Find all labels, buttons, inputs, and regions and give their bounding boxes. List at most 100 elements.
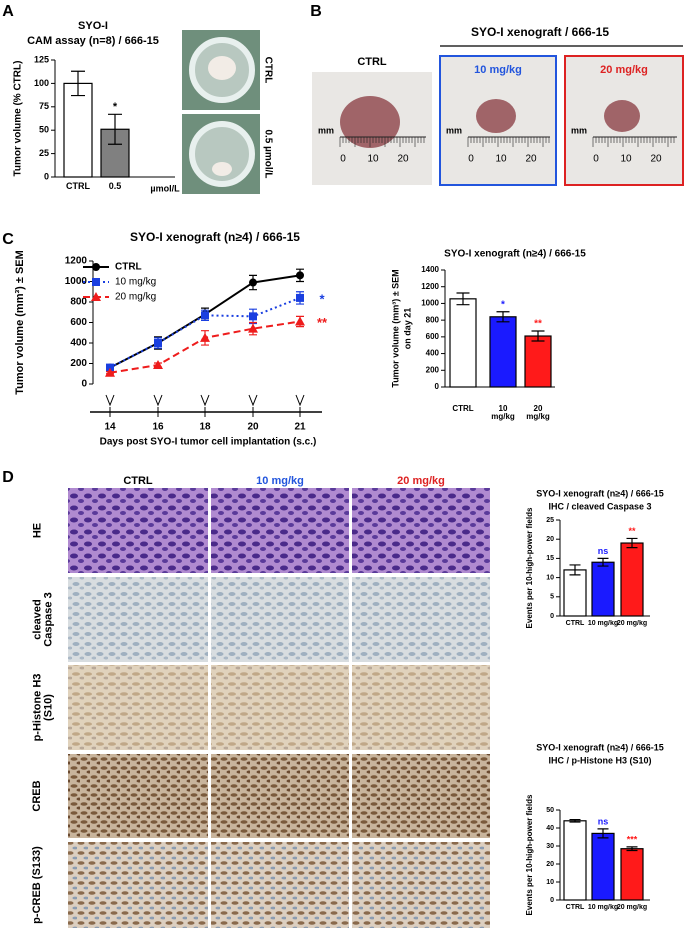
cam-tumor (212, 162, 232, 176)
panel-label: A (2, 3, 14, 20)
y-tick-label: 0 (550, 897, 554, 904)
micrograph (211, 842, 349, 928)
ihc-column-label: 20 mg/kg (397, 475, 445, 487)
error-bar (456, 292, 470, 306)
ruler-label: 10 (367, 154, 379, 165)
y-tick-label: 30 (546, 843, 554, 850)
y-tick-label: 25 (39, 148, 49, 158)
series-line (109, 296, 301, 369)
x-axis-label: Days post SYO-I tumor cell implantation … (100, 437, 317, 448)
y-tick-label: 15 (546, 555, 554, 562)
ruler-label: mm (318, 125, 334, 135)
micrograph (68, 842, 208, 928)
chart-title: SYO-I xenograft (n≥4) / 666-15 (130, 230, 300, 244)
error-bar (531, 330, 545, 342)
error-bar (569, 564, 581, 576)
y-tick-label: 25 (546, 517, 554, 524)
y-tick-label: 600 (426, 332, 440, 341)
x-tick-label-box: CTRL (452, 405, 474, 413)
bar (620, 542, 644, 617)
y-axis-label: on day 21 (402, 308, 412, 350)
micrograph (211, 665, 349, 750)
x-tick-label: 0.5 (108, 182, 122, 191)
x-unit-label: µmol/L (150, 183, 180, 193)
micrograph (352, 665, 490, 750)
error-bar (496, 311, 510, 323)
x-tick-label: CTRL (565, 620, 585, 627)
chart-title: SYO-I xenograft (n≥4) / 666-15 (536, 742, 663, 752)
x-tick-label: 20 mg/kg (616, 904, 648, 911)
y-tick-label: 400 (426, 349, 440, 358)
bar (524, 335, 552, 388)
micrograph (68, 754, 208, 838)
y-tick-label: 600 (70, 317, 87, 328)
ihc-row-label-box: p-Histone H3 (S10) (32, 673, 55, 742)
bar (591, 832, 615, 901)
ihc-row-label: p-Histone H3 (S10) (32, 673, 55, 742)
y-tick-label: 1200 (65, 256, 88, 267)
x-tick-label-box: CTRL (565, 904, 585, 911)
injection-arrow (295, 394, 305, 407)
x-tick-label: CTRL (66, 182, 90, 191)
injection-arrow (248, 394, 258, 407)
y-tick-label: 125 (34, 54, 49, 64)
significance-label: * (319, 291, 325, 306)
micrograph (68, 488, 208, 573)
y-tick-label: 20 (546, 536, 554, 543)
tumor (476, 99, 516, 133)
x-tick-label: CTRL (452, 405, 474, 413)
x-tick-label: 10 mg/kg (491, 405, 515, 422)
marker (249, 278, 257, 287)
x-tick-label-box: 20 mg/kg (616, 904, 648, 911)
marker (248, 323, 258, 333)
series-line (109, 320, 301, 374)
y-axis-label: Tumor volume (mm³) ± SEM (390, 269, 400, 387)
x-tick-label: CTRL (565, 904, 585, 911)
ihc-row-label: CREB (32, 780, 43, 812)
x-tick-label: 20 mg/kg (526, 405, 550, 422)
marker (249, 312, 257, 321)
x-tick-label-box: CTRL (565, 620, 585, 627)
y-tick-label: 200 (70, 358, 87, 369)
y-tick-label: 0 (81, 379, 87, 390)
injection-arrow (200, 394, 210, 407)
bar (591, 561, 615, 617)
chart-title: SYO-I xenograft (n≥4) / 666-15 (444, 249, 586, 260)
y-tick-label: 10 (546, 879, 554, 886)
chart-title: IHC / cleaved Caspase 3 (548, 501, 651, 511)
ihc-row-label: p-CREB (S133) (32, 846, 43, 924)
y-tick-label: 1000 (65, 276, 88, 287)
ruler-label: 0 (468, 154, 474, 165)
x-tick-label-box: CTRL (66, 182, 90, 191)
group-label: CTRL (357, 56, 387, 68)
chart-title: CAM assay (n=8) / 666-15 (27, 35, 159, 47)
bar (489, 316, 517, 388)
x-tick-label: 18 (199, 422, 211, 433)
panel-label: C (2, 231, 14, 248)
bar (449, 298, 477, 388)
significance-label: ** (534, 319, 542, 330)
y-tick-label: 5 (550, 594, 554, 601)
significance-label: ** (628, 526, 636, 536)
ruler-label: 10 (495, 154, 507, 165)
group-label: 10 mg/kg (474, 64, 522, 76)
x-tick-label: 16 (152, 422, 164, 433)
ihc-row-label: HE (32, 522, 43, 539)
legend-label: CTRL (115, 262, 142, 273)
x-tick-label-box: 20 mg/kg (617, 620, 647, 627)
micrograph (352, 842, 490, 928)
micrograph (211, 577, 349, 662)
tumor (340, 96, 400, 148)
injection-arrow (153, 394, 163, 407)
marker (295, 316, 305, 326)
significance-label: * (501, 299, 505, 310)
x-tick-label-box: 10 mg/kg (491, 405, 515, 422)
significance-label: ns (598, 546, 609, 556)
y-tick-label: 40 (546, 825, 554, 832)
ruler-label: 0 (340, 154, 346, 165)
ruler-label: 20 (397, 154, 409, 165)
bar (563, 820, 587, 901)
y-tick-label: 100 (34, 78, 49, 88)
x-tick-label-box: 10 mg/kg (588, 904, 618, 911)
